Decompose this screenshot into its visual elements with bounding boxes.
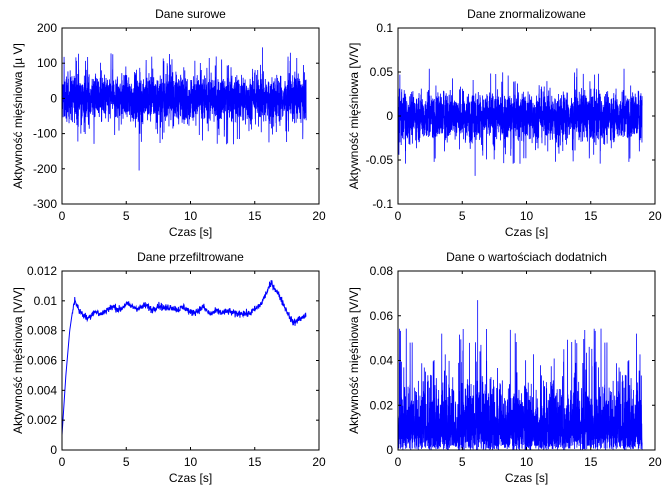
series-line <box>398 68 643 176</box>
y-tick-label: 0.012 <box>27 264 57 278</box>
y-tick-label: 0 <box>50 91 57 105</box>
x-tick-label: 0 <box>59 455 66 469</box>
chart-title: Dane surowe <box>155 7 226 21</box>
y-tick-label: -300 <box>33 197 57 211</box>
x-axis-label: Czas [s] <box>505 471 548 485</box>
chart-panel-normalized: Dane znormalizowane Aktywność mięśniowa … <box>347 7 662 239</box>
x-tick-label: 5 <box>123 209 130 223</box>
chart-title: Dane znormalizowane <box>467 7 586 21</box>
y-tick-label: 0.06 <box>370 309 394 323</box>
x-tick-label: 15 <box>248 209 262 223</box>
y-tick-label: 0.1 <box>376 21 393 35</box>
y-tick-label: 0.05 <box>370 65 394 79</box>
chart-panel-positive: Dane o wartościach dodatnich Aktywność m… <box>347 250 662 485</box>
x-tick-label: 0 <box>395 209 402 223</box>
series-line <box>398 300 643 450</box>
y-tick-label: -200 <box>33 162 57 176</box>
x-axis-label: Czas [s] <box>169 225 212 239</box>
x-tick-label: 10 <box>184 209 198 223</box>
y-tick-label: 100 <box>37 56 57 70</box>
x-tick-label: 0 <box>59 209 66 223</box>
chart-title: Dane przefiltrowane <box>137 250 244 264</box>
series-line <box>62 280 307 436</box>
x-tick-label: 0 <box>395 455 402 469</box>
x-axis-label: Czas [s] <box>169 471 212 485</box>
x-tick-label: 20 <box>648 455 662 469</box>
chart-title: Dane o wartościach dodatnich <box>446 250 607 264</box>
x-tick-label: 20 <box>312 209 326 223</box>
x-tick-label: 10 <box>184 455 198 469</box>
y-tick-label: 0.002 <box>27 413 57 427</box>
x-tick-label: 5 <box>459 455 466 469</box>
x-tick-label: 10 <box>520 209 534 223</box>
chart-panel-raw: Dane surowe Aktywność mięśniowa [µ V] Cz… <box>11 7 326 239</box>
y-tick-label: 0.006 <box>27 354 57 368</box>
chart-panel-filtered: Dane przefiltrowane Aktywność mięśniowa … <box>11 250 326 485</box>
y-tick-label: 0 <box>386 443 393 457</box>
x-tick-label: 15 <box>584 209 598 223</box>
y-tick-label: 0.008 <box>27 324 57 338</box>
y-axis-label: Aktywność mięśniowa [V/V] <box>347 287 361 434</box>
y-axis-label: Aktywność mięśniowa [V/V] <box>11 287 25 434</box>
y-tick-label: 0 <box>50 443 57 457</box>
y-tick-label: 200 <box>37 21 57 35</box>
x-tick-label: 15 <box>248 455 262 469</box>
y-tick-label: 0.04 <box>370 354 394 368</box>
y-tick-label: -0.1 <box>372 197 393 211</box>
y-tick-label: 0.08 <box>370 264 394 278</box>
y-tick-label: 0.004 <box>27 383 57 397</box>
x-axis-label: Czas [s] <box>505 225 548 239</box>
x-tick-label: 10 <box>520 455 534 469</box>
x-tick-label: 5 <box>459 209 466 223</box>
x-tick-label: 5 <box>123 455 130 469</box>
x-tick-label: 20 <box>648 209 662 223</box>
y-tick-label: 0.01 <box>34 294 58 308</box>
y-axis-label: Aktywność mięśniowa [V/V] <box>347 43 361 190</box>
x-tick-label: 20 <box>312 455 326 469</box>
y-tick-label: -100 <box>33 127 57 141</box>
y-axis-label: Aktywność mięśniowa [µ V] <box>11 43 25 189</box>
y-tick-label: 0 <box>386 109 393 123</box>
series-line <box>62 47 307 171</box>
x-tick-label: 15 <box>584 455 598 469</box>
y-tick-label: -0.05 <box>366 153 394 167</box>
y-tick-label: 0.02 <box>370 398 394 412</box>
